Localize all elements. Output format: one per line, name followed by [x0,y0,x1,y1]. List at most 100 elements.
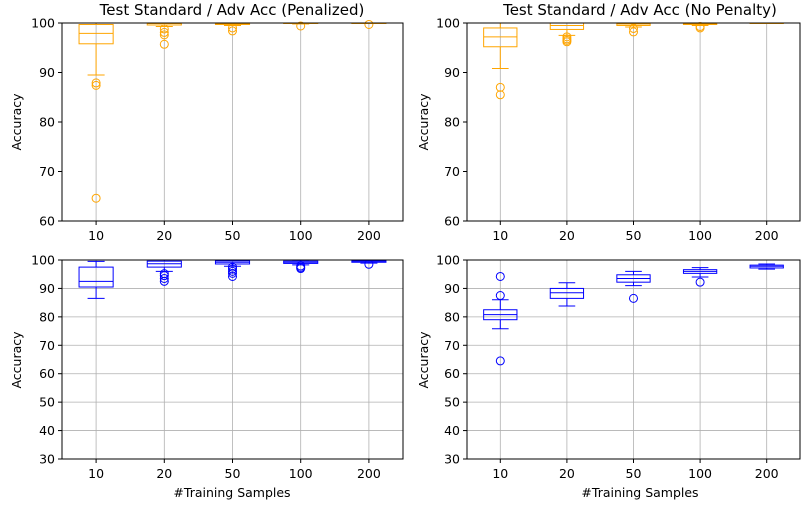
outlier-point [228,264,237,274]
box-100 [682,267,718,287]
y-tick-label: 60 [444,366,460,381]
x-tick-label: 200 [357,466,381,481]
outlier-point [228,271,237,281]
outlier-point [228,268,237,278]
x-tick-label: 20 [156,228,172,243]
outlier-point [159,27,169,37]
x-tick-label: 200 [755,466,779,481]
y-tick-label: 30 [444,452,460,467]
outlier-point [159,271,169,281]
x-tick-label: 100 [289,228,313,243]
panel-bottom-left: Accuracy #Training Samples 30 40 50 60 70 80 9… [9,253,404,500]
y-tick-label: 80 [39,115,55,130]
outlier-point [296,21,306,31]
box-10 [483,22,518,100]
x-tick-label: 50 [225,228,241,243]
x-tick-label: 50 [225,466,241,481]
panel-title: Test Standard / Adv Acc (No Penalty) [502,1,777,19]
box-20 [549,22,585,47]
outlier-point [495,82,505,92]
y-tick-label: 90 [39,281,55,296]
x-tick-label: 10 [88,228,104,243]
outlier-point [495,90,505,100]
outlier-point [629,293,638,303]
box-50 [616,22,651,37]
y-tick-label: 100 [31,16,55,31]
box-20 [549,282,585,307]
outlier-point [296,264,306,274]
y-tick-label: 100 [31,253,55,268]
y-axis-label: Accuracy [9,93,24,151]
outlier-point [159,30,169,40]
y-tick-label: 60 [39,214,55,229]
outlier-point [228,26,237,36]
y-tick-label: 100 [436,16,460,31]
outlier-point [91,193,101,203]
outlier-point [495,356,505,366]
y-axis-label: Accuracy [416,93,431,151]
panel-penalized: Test Standard / Adv Acc (Penalized) Accu… [9,1,404,243]
x-tick-label: 100 [688,228,712,243]
x-tick-label: 200 [357,228,381,243]
y-tick-label: 80 [444,309,460,324]
x-tick-label: 20 [156,466,172,481]
y-tick-label: 50 [39,395,55,410]
y-tick-label: 80 [444,115,460,130]
y-tick-label: 70 [39,164,55,179]
x-axis-label: #Training Samples [581,485,698,500]
x-tick-label: 50 [626,466,642,481]
outlier-point [562,37,572,47]
outlier-point [695,23,705,33]
box-10 [78,260,114,299]
outlier-point [495,291,505,301]
outlier-point [629,27,638,37]
y-axis-label: Accuracy [9,331,24,389]
outlier-point [495,271,505,281]
panel-title: Test Standard / Adv Acc (Penalized) [99,1,365,19]
x-tick-label: 20 [559,466,575,481]
x-tick-label: 10 [88,466,104,481]
y-tick-label: 90 [39,65,55,80]
outlier-point [629,23,638,33]
box-10 [78,22,114,203]
y-tick-label: 90 [444,281,460,296]
y-tick-label: 70 [444,338,460,353]
outlier-point [91,78,101,88]
x-axis-label: #Training Samples [173,485,290,500]
x-tick-label: 100 [688,466,712,481]
y-tick-label: 50 [444,395,460,410]
y-tick-label: 100 [436,253,460,268]
outlier-point [159,276,169,286]
outlier-point [695,277,705,287]
outlier-point [228,23,237,33]
panel-bottom-right: Accuracy #Training Samples 30 40 50 60 70 80 9… [416,253,801,500]
outlier-point [159,24,169,34]
y-tick-label: 90 [444,65,460,80]
box-50 [616,270,651,303]
y-axis-label: Accuracy [416,331,431,389]
x-tick-label: 200 [755,228,779,243]
panel-no-penalty: Test Standard / Adv Acc (No Penalty) Acc… [416,1,801,243]
box-iqr [78,266,114,288]
box-10 [483,271,518,366]
box-iqr [549,287,585,299]
y-tick-label: 40 [444,423,460,438]
y-tick-label: 70 [444,164,460,179]
outlier-point [159,39,169,49]
x-tick-label: 10 [492,466,508,481]
x-tick-label: 10 [492,228,508,243]
outlier-point [364,19,374,29]
box-iqr [78,23,114,45]
y-tick-label: 80 [39,309,55,324]
y-tick-label: 70 [39,338,55,353]
y-tick-label: 30 [39,452,55,467]
y-tick-label: 60 [39,366,55,381]
outlier-point [91,80,101,90]
x-tick-label: 20 [559,228,575,243]
y-tick-label: 60 [444,214,460,229]
y-tick-label: 40 [39,423,55,438]
outlier-point [159,273,169,283]
box-200 [749,263,784,270]
